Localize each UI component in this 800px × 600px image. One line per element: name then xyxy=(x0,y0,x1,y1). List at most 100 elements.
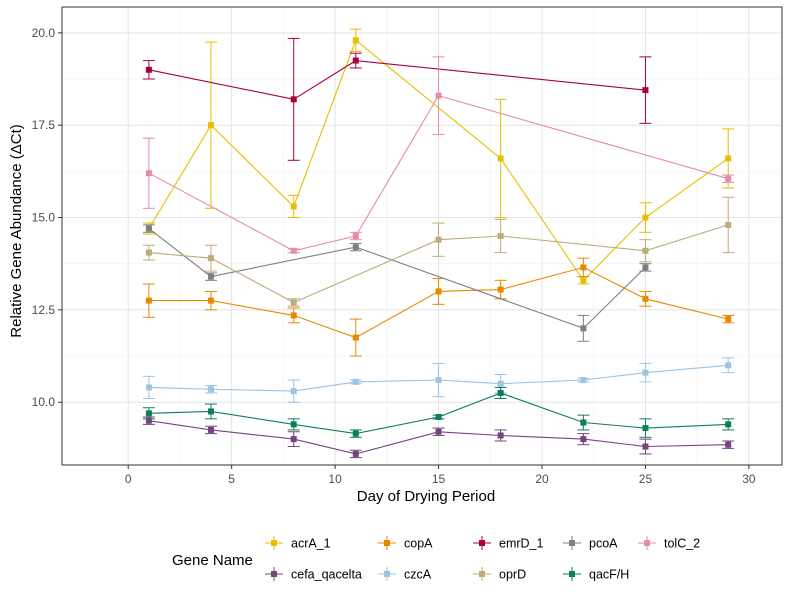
legend-label: tolC_2 xyxy=(664,537,700,551)
plot-area xyxy=(142,28,735,459)
data-point xyxy=(725,175,732,182)
data-point xyxy=(497,432,504,439)
legend-title: Gene Name xyxy=(172,552,253,569)
y-tick-label: 12.5 xyxy=(32,303,56,317)
legend-key-marker xyxy=(569,571,575,577)
y-tick-label: 20.0 xyxy=(32,26,56,40)
legend-label: cefa_qacelta xyxy=(291,568,362,582)
data-point xyxy=(580,377,587,384)
data-point xyxy=(352,233,359,239)
data-point xyxy=(290,299,297,306)
data-point xyxy=(352,244,359,251)
axes: 0 5 10 15 20 25 30 10.0 12.5 15.0 17.5 20.0 xyxy=(32,26,756,486)
y-axis-title: Relative Gene Abundance (ΔCt) xyxy=(8,124,25,337)
data-point xyxy=(497,155,504,162)
data-point xyxy=(435,413,442,420)
data-point xyxy=(352,430,359,437)
data-point xyxy=(642,247,649,254)
data-point xyxy=(290,312,297,319)
data-point xyxy=(497,380,504,387)
data-point xyxy=(642,443,649,450)
legend-key-marker xyxy=(479,571,485,577)
legend-item: czcA xyxy=(378,567,432,582)
data-point xyxy=(145,297,152,304)
x-tick-label: 15 xyxy=(432,472,446,486)
data-point xyxy=(435,288,442,295)
y-tick-label: 15.0 xyxy=(32,211,56,225)
x-axis-title: Day of Drying Period xyxy=(357,488,495,505)
data-point xyxy=(435,236,442,243)
x-tick-label: 25 xyxy=(639,472,653,486)
series-oprD xyxy=(142,196,735,307)
legend-key-marker xyxy=(569,540,575,546)
series-tolC_2 xyxy=(142,56,735,254)
series-cefa_qacelta xyxy=(142,416,735,459)
x-tick-label: 0 xyxy=(125,472,132,486)
series-emrD_1 xyxy=(142,37,652,161)
data-point xyxy=(580,264,587,271)
data-point xyxy=(352,334,359,341)
data-point xyxy=(207,408,214,415)
series-czcA xyxy=(142,357,735,403)
data-point xyxy=(290,436,297,443)
legend-item: pcoA xyxy=(563,536,618,551)
data-point xyxy=(207,122,214,129)
legend-item: oprD xyxy=(473,567,526,582)
panel-border xyxy=(61,6,783,466)
data-point xyxy=(352,57,359,64)
data-point xyxy=(497,389,504,396)
legend-key-marker xyxy=(384,571,390,577)
legend-label: emrD_1 xyxy=(499,537,544,551)
data-point xyxy=(580,436,587,443)
data-point xyxy=(642,369,649,376)
series-pcoA xyxy=(142,224,652,342)
data-point xyxy=(145,417,152,424)
data-point xyxy=(642,264,649,271)
x-tick-label: 30 xyxy=(742,472,756,486)
data-point xyxy=(290,203,297,210)
legend-key-marker xyxy=(271,540,277,546)
data-point xyxy=(290,96,297,103)
data-point xyxy=(207,273,214,280)
legend-item: copA xyxy=(378,536,433,551)
legend-label: oprD xyxy=(499,568,526,582)
legend-key-marker xyxy=(479,540,485,546)
data-point xyxy=(435,92,442,99)
legend-label: acrA_1 xyxy=(291,537,331,551)
legend-label: pcoA xyxy=(589,537,618,551)
legend-label: czcA xyxy=(404,568,432,582)
data-point xyxy=(642,214,649,221)
data-point xyxy=(352,37,359,44)
data-point xyxy=(435,377,442,384)
data-point xyxy=(207,297,214,304)
legend-key-marker xyxy=(384,540,390,546)
data-point xyxy=(642,425,649,432)
x-tick-label: 10 xyxy=(328,472,342,486)
data-point xyxy=(642,87,649,94)
data-point xyxy=(725,155,732,162)
series-line xyxy=(148,39,729,282)
data-point xyxy=(725,421,732,428)
x-tick-label: 20 xyxy=(535,472,549,486)
data-point xyxy=(145,249,152,256)
data-point xyxy=(580,325,587,332)
data-point xyxy=(207,426,214,433)
legend-label: copA xyxy=(404,537,433,551)
data-point xyxy=(725,316,732,323)
legend-item: tolC_2 xyxy=(638,536,700,551)
data-point xyxy=(290,247,297,254)
data-point xyxy=(145,170,152,177)
series-qacF/H xyxy=(142,386,735,438)
data-point xyxy=(207,386,214,393)
data-point xyxy=(290,421,297,428)
data-point xyxy=(145,384,152,391)
data-point xyxy=(145,66,152,73)
data-point xyxy=(352,450,359,457)
data-point xyxy=(497,233,504,239)
legend-key-marker xyxy=(271,571,277,577)
data-point xyxy=(352,378,359,385)
legend-label: qacF/H xyxy=(589,568,629,582)
legend-item: acrA_1 xyxy=(265,536,331,551)
data-point xyxy=(642,295,649,302)
